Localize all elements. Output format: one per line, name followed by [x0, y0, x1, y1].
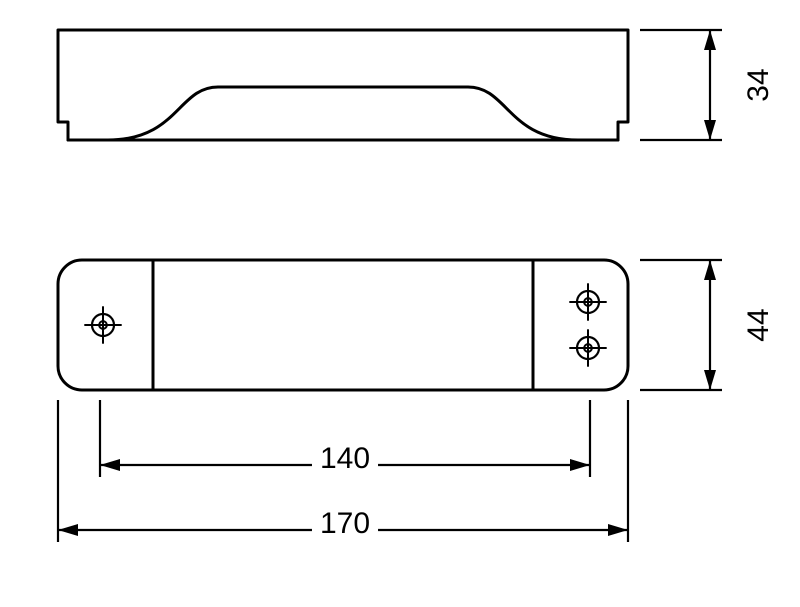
side-view [58, 30, 628, 140]
top-view [58, 260, 628, 390]
dim-label: 44 [742, 308, 775, 341]
dim-label: 170 [320, 507, 370, 540]
technical-drawing: 34 44 140 170 [0, 0, 800, 607]
dim-label: 140 [320, 442, 370, 475]
drawing-canvas: 34 44 140 170 [0, 0, 800, 607]
dim-label: 34 [742, 68, 775, 101]
